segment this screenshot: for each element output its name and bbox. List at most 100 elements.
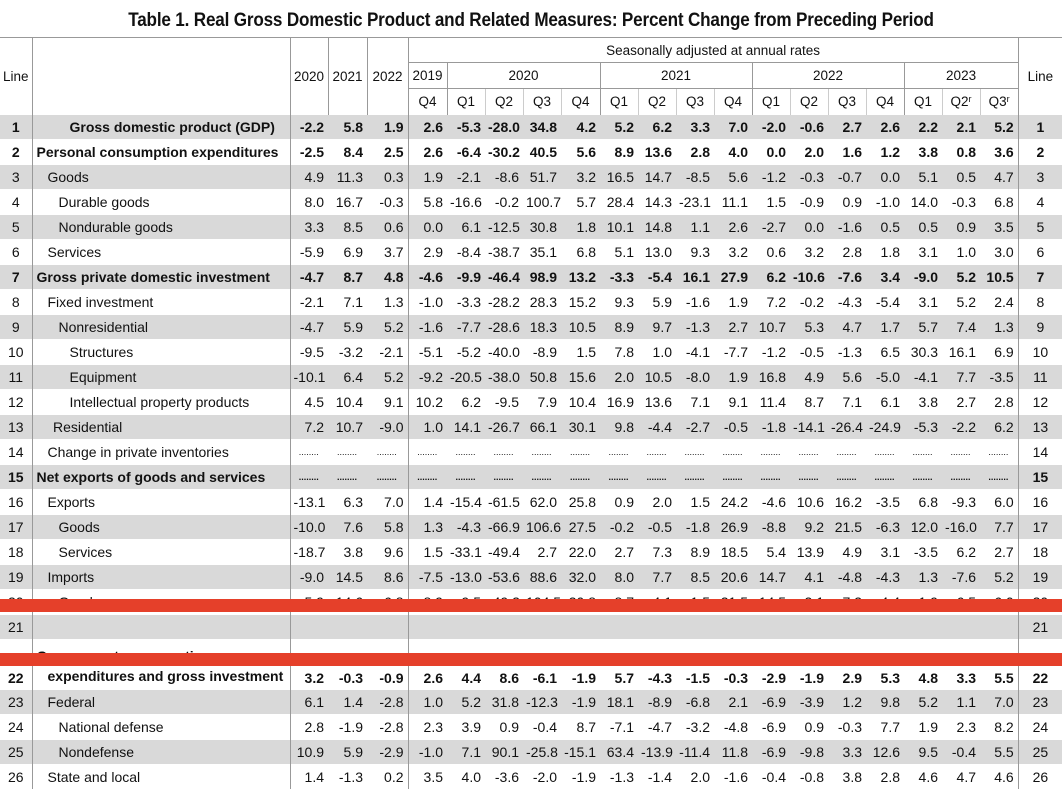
line-number-right: 8 [1018, 290, 1062, 315]
quarter-label: Q2 [648, 94, 666, 109]
cell-value: -7.7 [714, 340, 752, 365]
cell-value: 7.6 [328, 515, 367, 540]
cell-value: -66.9 [485, 515, 523, 540]
cell-value: 22.0 [561, 540, 600, 565]
cell-value: 1.5 [752, 190, 790, 215]
cell-value: 1.5 [676, 490, 714, 515]
cell-value: 18.1 [600, 690, 638, 715]
cell-value: 2.6 [408, 140, 447, 165]
cell-value: 7.1 [447, 740, 485, 765]
cell-value: -7.6 [942, 565, 980, 590]
cell-value: 14.1 [447, 415, 485, 440]
cell-value: 0.8 [942, 140, 980, 165]
cell-value: ........ [752, 465, 790, 490]
cell-value [828, 615, 866, 640]
cell-value: -4.7 [290, 265, 328, 290]
cell-value: 6.4 [328, 365, 367, 390]
quarter-label: Q2 [495, 94, 513, 109]
cell-value: 6.2 [638, 115, 676, 140]
cell-value: 9.1 [367, 390, 408, 415]
cell-value: ........ [866, 440, 904, 465]
cell-value: 1.4 [328, 690, 367, 715]
cell-value: 7.2 [290, 415, 328, 440]
cell-value: ........ [367, 465, 408, 490]
line-number-right: 4 [1018, 190, 1062, 215]
cell-value: 16.2 [828, 490, 866, 515]
quarter-header: Q4 [866, 89, 904, 115]
cell-value: 28.3 [523, 290, 561, 315]
cell-value: -23.1 [676, 190, 714, 215]
cell-value: -2.8 [367, 715, 408, 740]
cell-value: 4.7 [828, 315, 866, 340]
cell-value: 9.3 [676, 240, 714, 265]
cell-value: -49.4 [485, 540, 523, 565]
cell-value: -24.9 [866, 415, 904, 440]
cell-value: 3.6 [980, 140, 1018, 165]
quarter-header: Q1 [752, 89, 790, 115]
cell-value: 0.9 [790, 715, 828, 740]
cell-value: -18.7 [290, 540, 328, 565]
cell-value: 2.7 [980, 540, 1018, 565]
cell-value: 7.1 [828, 390, 866, 415]
cell-value: 8.7 [328, 265, 367, 290]
quarter-header: Q4 [408, 89, 447, 115]
cell-value [328, 615, 367, 640]
cell-value: -20.5 [447, 365, 485, 390]
cell-value: ........ [790, 440, 828, 465]
cell-value: 2.3 [942, 715, 980, 740]
table-title: Table 1. Real Gross Domestic Product and… [53, 10, 1009, 32]
cell-value: ........ [904, 465, 942, 490]
cell-value: -1.3 [600, 765, 638, 789]
cell-value: ........ [638, 465, 676, 490]
cell-value: 30.3 [904, 340, 942, 365]
quarter-label: Q1 [914, 94, 932, 109]
cell-value: 24.2 [714, 490, 752, 515]
cell-value: -1.2 [752, 165, 790, 190]
line-number-right: 15 [1018, 465, 1062, 490]
cell-value: 1.5 [561, 340, 600, 365]
cell-value: 6.3 [328, 490, 367, 515]
cell-value: ........ [942, 465, 980, 490]
cell-value: 4.9 [828, 540, 866, 565]
quarter-header: Q3 [828, 89, 866, 115]
cell-value: -0.8 [790, 765, 828, 789]
stub-header [32, 38, 290, 115]
revised-mark: r [969, 94, 972, 104]
cell-value: 1.5 [408, 540, 447, 565]
cell-value: 5.9 [328, 740, 367, 765]
cell-value: 9.5 [904, 740, 942, 765]
cell-value: 8.6 [367, 565, 408, 590]
cell-value: 2.6 [714, 215, 752, 240]
cell-value: ........ [561, 465, 600, 490]
cell-value: -9.3 [942, 490, 980, 515]
cell-value: -15.1 [561, 740, 600, 765]
cell-value: -0.3 [367, 190, 408, 215]
cell-value: 8.9 [600, 140, 638, 165]
line-number-right: 12 [1018, 390, 1062, 415]
row-label: Gross domestic product (GDP) [32, 115, 290, 140]
quarter-year-header: 2022 [752, 63, 904, 89]
cell-value: -5.4 [866, 290, 904, 315]
cell-value: 98.9 [523, 265, 561, 290]
cell-value: -53.6 [485, 565, 523, 590]
cell-value: 34.8 [523, 115, 561, 140]
cell-value: -2.2 [290, 115, 328, 140]
cell-value: ........ [561, 440, 600, 465]
cell-value: ........ [408, 440, 447, 465]
cell-value: 3.5 [980, 215, 1018, 240]
cell-value: -0.3 [790, 165, 828, 190]
line-number-right: 11 [1018, 365, 1062, 390]
cell-value: -28.6 [485, 315, 523, 340]
cell-value: -6.9 [752, 715, 790, 740]
line-number: 7 [0, 265, 32, 290]
cell-value: ........ [290, 465, 328, 490]
cell-value: 0.5 [866, 215, 904, 240]
cell-value: 11.3 [328, 165, 367, 190]
row-label: Nondefense [32, 740, 290, 765]
cell-value: 5.2 [980, 565, 1018, 590]
cell-value: 1.9 [714, 290, 752, 315]
cell-value: 4.1 [790, 565, 828, 590]
